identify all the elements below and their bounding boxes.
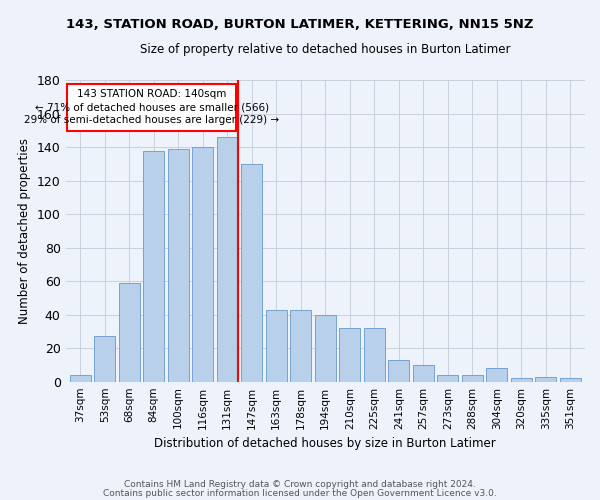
Bar (168, 149, 188, 382)
Bar (364, 328, 385, 382)
Y-axis label: Number of detached properties: Number of detached properties (18, 138, 31, 324)
Text: 29% of semi-detached houses are larger (229) →: 29% of semi-detached houses are larger (… (24, 116, 279, 126)
Bar (119, 283, 140, 382)
Bar (193, 148, 213, 382)
Bar (535, 376, 556, 382)
Bar (437, 375, 458, 382)
Title: Size of property relative to detached houses in Burton Latimer: Size of property relative to detached ho… (140, 42, 511, 56)
Text: ← 71% of detached houses are smaller (566): ← 71% of detached houses are smaller (56… (35, 102, 269, 112)
Bar (511, 378, 532, 382)
Text: 143, STATION ROAD, BURTON LATIMER, KETTERING, NN15 5NZ: 143, STATION ROAD, BURTON LATIMER, KETTE… (66, 18, 534, 30)
Bar (70, 375, 91, 382)
Bar (315, 314, 335, 382)
Bar (143, 150, 164, 382)
Text: 143 STATION ROAD: 140sqm: 143 STATION ROAD: 140sqm (77, 88, 226, 99)
Bar (241, 164, 262, 382)
Text: Contains public sector information licensed under the Open Government Licence v3: Contains public sector information licen… (103, 488, 497, 498)
Bar (487, 368, 507, 382)
Bar (413, 365, 434, 382)
Bar (217, 137, 238, 382)
Bar (388, 360, 409, 382)
Bar (340, 328, 360, 382)
Bar (290, 310, 311, 382)
Bar (462, 375, 482, 382)
Bar (266, 310, 287, 382)
FancyBboxPatch shape (67, 84, 236, 130)
X-axis label: Distribution of detached houses by size in Burton Latimer: Distribution of detached houses by size … (154, 437, 496, 450)
Text: Contains HM Land Registry data © Crown copyright and database right 2024.: Contains HM Land Registry data © Crown c… (124, 480, 476, 489)
Bar (94, 336, 115, 382)
Bar (560, 378, 581, 382)
